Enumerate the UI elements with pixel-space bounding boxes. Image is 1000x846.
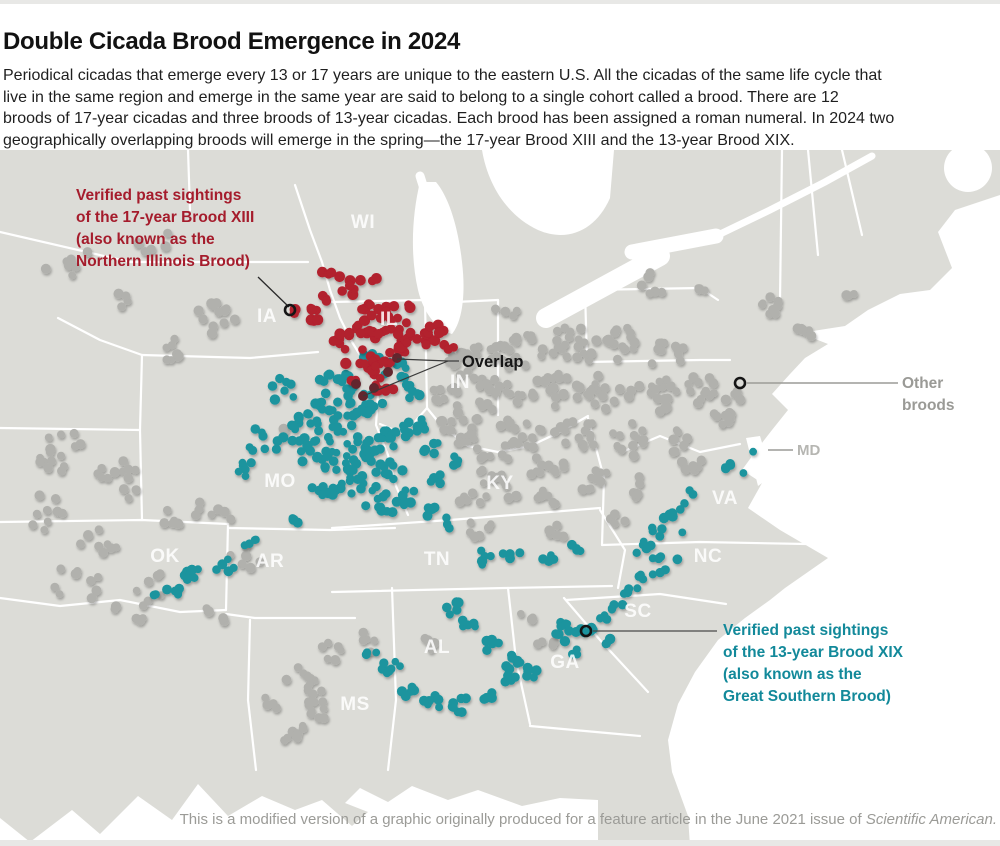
point-markers xyxy=(283,303,747,638)
state-label-ia: IA xyxy=(257,306,277,327)
map-container: WI IA IL IN MO KY OK AR TN VA NC SC AL GA MS xyxy=(0,144,1000,846)
brood-xix-annotation: Verified past sightings of the 13-year B… xyxy=(723,622,904,705)
state-labels: WI IA IL IN MO KY OK AR TN VA NC SC AL GA MS xyxy=(150,212,738,715)
source-credit-text: This is a modified version of a graphic … xyxy=(179,811,866,828)
maryland-label: MD xyxy=(797,442,821,459)
state-label-ky: KY xyxy=(486,473,513,494)
state-label-ar: AR xyxy=(256,551,284,572)
state-label-in: IN xyxy=(450,372,470,393)
bottom-divider xyxy=(0,840,1000,846)
intro-paragraph: Periodical cicadas that emerge every 13 … xyxy=(3,67,895,149)
source-credit: This is a modified version of a graphic … xyxy=(180,811,997,828)
top-divider xyxy=(0,0,1000,4)
cicada-brood-map: WI IA IL IN MO KY OK AR TN VA NC SC AL GA MS xyxy=(0,144,1000,846)
other-broods-dots xyxy=(28,228,858,745)
state-label-ga: GA xyxy=(550,652,580,673)
state-label-wi: WI xyxy=(351,212,375,233)
source-credit-publication: Scientific American. xyxy=(865,811,997,828)
state-label-nc: NC xyxy=(694,546,722,567)
open-circle-marker xyxy=(733,376,747,390)
state-borders xyxy=(0,148,864,772)
state-label-il: IL xyxy=(380,309,398,330)
open-circle-marker xyxy=(283,303,297,317)
other-broods-label: Other broods xyxy=(902,375,955,414)
state-label-tn: TN xyxy=(424,549,450,570)
brood-xiii-dots xyxy=(289,266,458,396)
state-label-mo: MO xyxy=(264,471,296,492)
state-label-sc: SC xyxy=(624,601,651,622)
open-circle-marker xyxy=(579,624,593,638)
great-lakes xyxy=(412,144,992,486)
state-label-va: VA xyxy=(712,488,738,509)
page-title: Double Cicada Brood Emergence in 2024 xyxy=(3,28,461,56)
overlap-label: Overlap xyxy=(462,353,524,371)
leader-lines xyxy=(257,276,898,632)
brood-xiii-annotation: Verified past sightings of the 17-year B… xyxy=(76,187,255,270)
state-label-ms: MS xyxy=(340,694,370,715)
land-mass xyxy=(0,150,1000,846)
state-label-al: AL xyxy=(424,637,450,658)
state-label-ok: OK xyxy=(150,546,180,567)
